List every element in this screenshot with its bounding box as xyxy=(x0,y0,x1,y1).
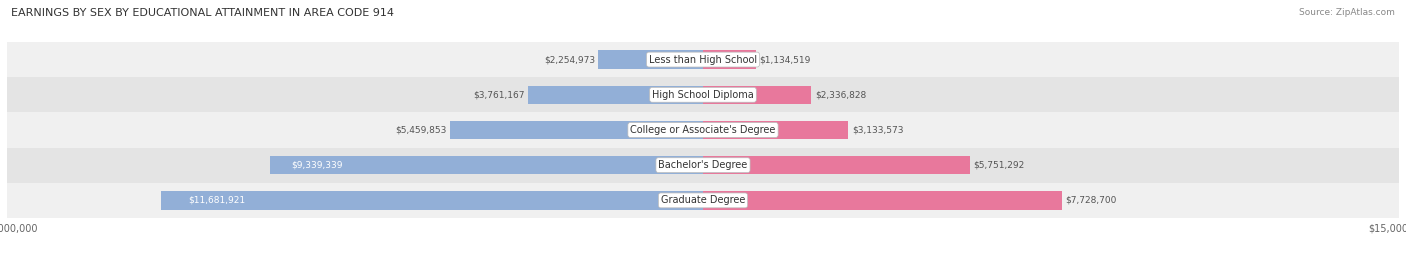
Text: $9,339,339: $9,339,339 xyxy=(291,161,343,170)
Bar xyxy=(703,50,755,69)
Bar xyxy=(703,156,970,174)
Text: Bachelor's Degree: Bachelor's Degree xyxy=(658,160,748,170)
Text: Source: ZipAtlas.com: Source: ZipAtlas.com xyxy=(1299,8,1395,17)
Text: $7,728,700: $7,728,700 xyxy=(1066,196,1116,205)
Bar xyxy=(703,191,1062,210)
Bar xyxy=(450,121,703,139)
Text: $1,134,519: $1,134,519 xyxy=(759,55,810,64)
Text: College or Associate's Degree: College or Associate's Degree xyxy=(630,125,776,135)
Bar xyxy=(703,85,811,104)
Text: EARNINGS BY SEX BY EDUCATIONAL ATTAINMENT IN AREA CODE 914: EARNINGS BY SEX BY EDUCATIONAL ATTAINMEN… xyxy=(11,8,394,18)
Bar xyxy=(7,148,1399,183)
Text: $3,133,573: $3,133,573 xyxy=(852,125,904,135)
Text: $5,459,853: $5,459,853 xyxy=(395,125,446,135)
Text: $11,681,921: $11,681,921 xyxy=(188,196,245,205)
Text: $2,336,828: $2,336,828 xyxy=(815,90,866,99)
Bar xyxy=(7,112,1399,148)
Text: High School Diploma: High School Diploma xyxy=(652,90,754,100)
Bar xyxy=(7,183,1399,218)
Bar xyxy=(7,42,1399,77)
Text: Graduate Degree: Graduate Degree xyxy=(661,195,745,205)
Bar xyxy=(270,156,703,174)
Bar xyxy=(7,77,1399,112)
Bar xyxy=(160,191,703,210)
Text: $5,751,292: $5,751,292 xyxy=(973,161,1025,170)
Text: Less than High School: Less than High School xyxy=(650,55,756,65)
Text: $3,761,167: $3,761,167 xyxy=(474,90,524,99)
Bar xyxy=(599,50,703,69)
Bar xyxy=(529,85,703,104)
Bar xyxy=(703,121,848,139)
Text: $2,254,973: $2,254,973 xyxy=(544,55,595,64)
